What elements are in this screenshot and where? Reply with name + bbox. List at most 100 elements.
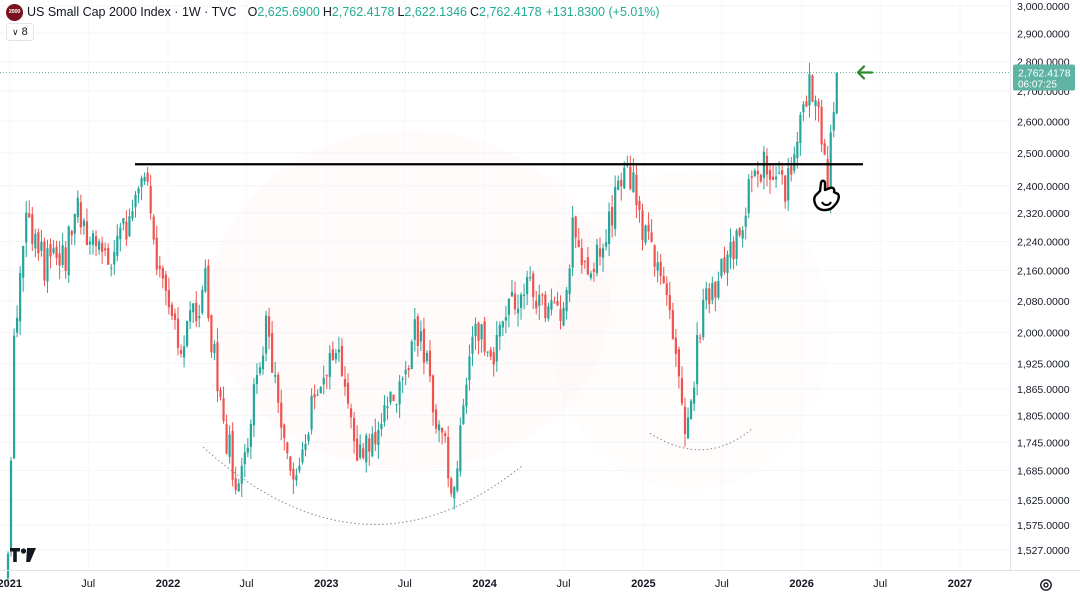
candle	[544, 291, 547, 322]
candle-body	[91, 233, 95, 245]
candle	[708, 282, 711, 314]
candle	[146, 167, 149, 186]
candle-body	[705, 288, 708, 301]
candle-body	[532, 273, 535, 298]
candle-body	[820, 106, 823, 145]
candle	[352, 411, 356, 454]
candle	[665, 276, 668, 306]
candle-body	[79, 202, 82, 228]
candle-body	[471, 336, 474, 354]
candle	[747, 174, 750, 219]
candle	[182, 335, 186, 368]
price-axis[interactable]: 3,000.00002,900.00002,800.00002,700.0000…	[1010, 0, 1076, 570]
candle-body	[167, 290, 171, 308]
candle	[577, 228, 580, 248]
candle	[468, 344, 471, 391]
high-label: H	[322, 5, 332, 19]
time-tick-label: 2021	[0, 578, 22, 590]
candle-body	[747, 179, 750, 214]
candle-body	[662, 276, 665, 283]
candle-body	[565, 290, 568, 312]
candle	[79, 194, 82, 235]
candle-body	[586, 257, 589, 275]
symbol-legend[interactable]: 2000 US Small Cap 2000 Index · 1W · TVC …	[6, 3, 660, 21]
gear-icon[interactable]	[1039, 578, 1053, 592]
candle	[437, 420, 441, 443]
candle	[483, 316, 486, 356]
cup-curve-right	[649, 428, 753, 451]
candle-body	[422, 328, 426, 363]
candle-body	[693, 387, 696, 404]
candle-body	[289, 456, 292, 471]
candle	[753, 168, 756, 178]
candle	[349, 403, 353, 429]
price-tick-label: 1,925.0000	[1017, 358, 1070, 370]
candle	[471, 326, 474, 367]
candle-body	[380, 423, 383, 430]
candle	[252, 378, 256, 438]
symbol-logo: 2000	[6, 3, 23, 21]
close-value: 2,762.4178	[479, 5, 542, 19]
candle-body	[787, 168, 790, 201]
candle	[538, 284, 541, 321]
candle-body	[623, 167, 626, 189]
candle	[395, 403, 398, 413]
candle-body	[668, 295, 671, 311]
candle-body	[267, 316, 271, 337]
candle	[529, 266, 532, 282]
candle-body	[88, 241, 92, 245]
candle	[356, 425, 359, 462]
candle-body	[207, 265, 210, 319]
candle	[383, 394, 386, 427]
candle-body	[474, 323, 477, 337]
candle	[562, 302, 565, 327]
time-axis[interactable]: 2021 Jul 2022 Jul 2023 Jul 2024 Jul 2025 Jul 2026 J…	[0, 570, 1080, 591]
candle-body	[374, 431, 377, 445]
candle	[601, 243, 605, 273]
candle	[207, 259, 210, 322]
candle-body	[647, 224, 650, 232]
candle	[568, 264, 571, 303]
time-tick-label: Jul	[715, 578, 729, 590]
high-value: 2,762.4178	[331, 5, 395, 19]
candle-body	[768, 169, 772, 180]
candle	[19, 266, 22, 336]
candle	[34, 228, 37, 258]
candle-body	[9, 460, 13, 551]
candle-body	[316, 394, 319, 396]
indicators-toggle[interactable]: ∨ 8	[6, 23, 34, 41]
candle-body	[516, 308, 520, 314]
price-tick-label: 2,400.0000	[1017, 181, 1070, 193]
candle	[428, 340, 432, 383]
candle-body	[538, 294, 541, 306]
candle	[656, 251, 659, 283]
candle	[274, 361, 277, 384]
watermark-ghost	[210, 130, 830, 490]
candle	[477, 321, 480, 355]
candle-body	[744, 215, 747, 227]
candle	[444, 430, 447, 443]
candle-body	[85, 221, 89, 246]
symbol-title[interactable]: US Small Cap 2000 Index · 1W · TVC	[27, 5, 237, 19]
candle	[641, 203, 644, 251]
candle-body	[12, 335, 16, 459]
candle	[565, 286, 568, 320]
candle	[683, 397, 687, 447]
candle-body	[753, 170, 756, 176]
candle-body	[82, 220, 85, 227]
candle	[550, 288, 553, 316]
candle-body	[547, 306, 550, 319]
candle	[125, 210, 128, 246]
candle-body	[519, 294, 523, 309]
candle	[556, 291, 559, 307]
time-tick-label: Jul	[557, 578, 571, 590]
time-tick-label: 2023	[314, 578, 338, 590]
candle-body	[216, 342, 219, 392]
candle-body	[186, 321, 189, 347]
candle-body	[504, 317, 507, 321]
candle-body	[398, 381, 401, 405]
candle-body	[829, 132, 832, 200]
candle-body	[501, 321, 504, 328]
